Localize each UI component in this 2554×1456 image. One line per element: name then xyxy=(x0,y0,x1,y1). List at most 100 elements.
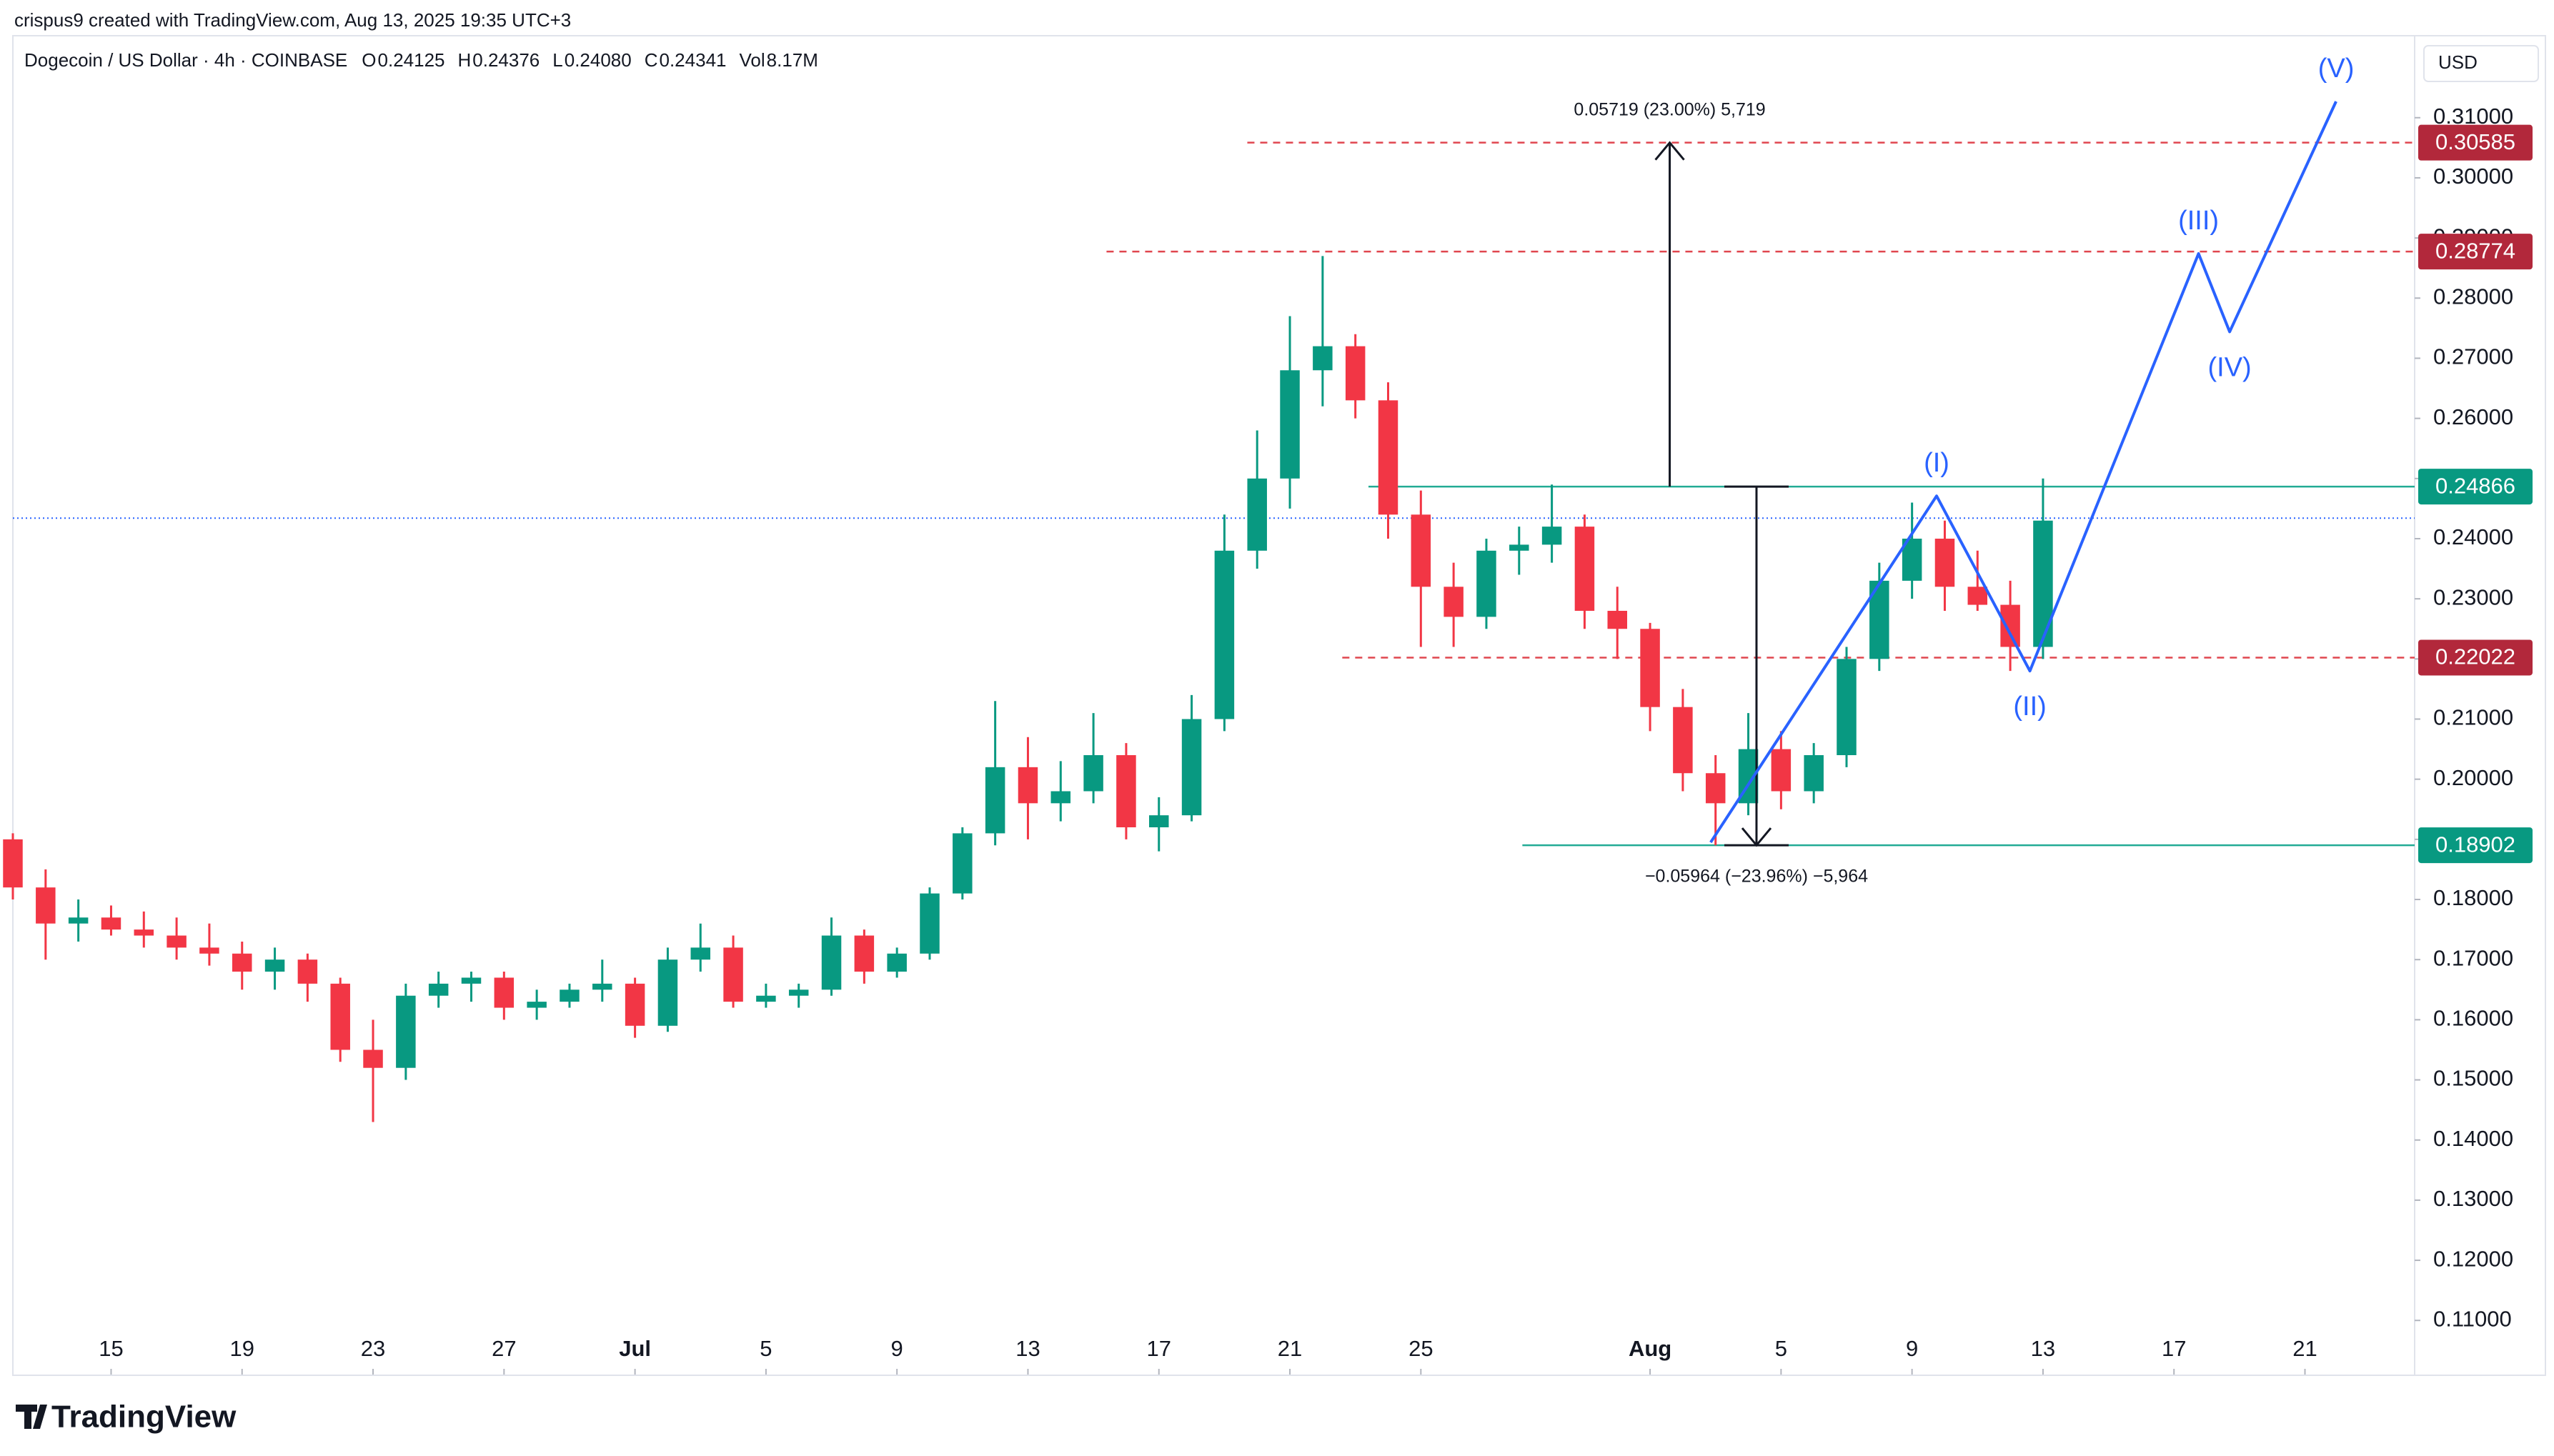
candle-body xyxy=(1967,587,1988,605)
ohlc-key: O xyxy=(362,49,376,71)
ohlc-value: 0.24080 xyxy=(565,49,632,71)
candle-body xyxy=(985,767,1005,834)
candle-body xyxy=(3,839,23,888)
y-tick-label: 0.12000 xyxy=(2433,1246,2513,1271)
y-tick-label: 0.27000 xyxy=(2433,344,2513,369)
candle-body xyxy=(1083,754,1103,792)
x-tick-label: 21 xyxy=(2292,1336,2317,1361)
candle-body xyxy=(330,983,350,1050)
wave-label: (V) xyxy=(2318,54,2355,84)
candle-body xyxy=(1411,514,1431,587)
x-tick-label: 21 xyxy=(1278,1336,1302,1361)
candle-body xyxy=(625,983,645,1026)
y-tick-label: 0.21000 xyxy=(2433,705,2513,730)
candle-body xyxy=(2033,520,2053,647)
currency[interactable]: USD xyxy=(2438,51,2478,73)
x-tick-label: 17 xyxy=(2162,1336,2186,1361)
candle-body xyxy=(1378,400,1398,515)
wave-label: (II) xyxy=(2013,692,2046,722)
y-tick-label: 0.20000 xyxy=(2433,765,2513,790)
candle-body xyxy=(953,833,973,894)
ohlc-value: 0.24376 xyxy=(472,49,540,71)
price-tag-label: 0.30585 xyxy=(2435,129,2515,154)
currency-button[interactable] xyxy=(2423,45,2539,82)
symbol: Dogecoin / US Dollar · 4h · COINBASE xyxy=(24,49,347,71)
x-tick-label: 17 xyxy=(1147,1336,1171,1361)
candle-body xyxy=(232,953,252,972)
price-tag-label: 0.28774 xyxy=(2435,238,2515,263)
candle-body xyxy=(1705,773,1726,804)
x-tick-label: 25 xyxy=(1408,1336,1433,1361)
candle-body xyxy=(1280,370,1300,479)
candle-body xyxy=(854,935,875,972)
candle-body xyxy=(690,947,710,960)
ohlc-value: 0.24125 xyxy=(378,49,445,71)
y-tick-label: 0.23000 xyxy=(2433,584,2513,609)
y-tick-label: 0.16000 xyxy=(2433,1006,2513,1031)
brand-logo: TradingView xyxy=(16,1400,237,1435)
candle-body xyxy=(428,983,449,996)
candle-body xyxy=(723,947,743,1002)
frame xyxy=(12,35,2546,1376)
x-tick-label: 5 xyxy=(1775,1336,1787,1361)
candle-body xyxy=(1607,610,1627,629)
x-tick-label: Aug xyxy=(1629,1336,1671,1361)
candle-body xyxy=(788,989,809,996)
price-tag-label: 0.22022 xyxy=(2435,644,2515,669)
x-tick-label: Jul xyxy=(619,1336,651,1361)
candle-body xyxy=(1149,815,1169,828)
candle-body xyxy=(494,977,515,1008)
candle-body xyxy=(363,1049,383,1068)
candle-body xyxy=(821,935,842,990)
price-tag-label: 0.24866 xyxy=(2435,473,2515,498)
candle-body xyxy=(134,929,154,936)
candle-body xyxy=(1541,527,1562,545)
wave-line xyxy=(1709,101,2337,844)
candle-body xyxy=(2000,604,2020,647)
y-tick-label: 0.15000 xyxy=(2433,1066,2513,1091)
price-tag-label: 0.18902 xyxy=(2435,832,2515,857)
candle-body xyxy=(1345,346,1366,401)
candle-body xyxy=(756,995,776,1002)
candle-body xyxy=(1476,550,1496,617)
arrow-head xyxy=(1654,141,1685,161)
ohlc-key: H xyxy=(458,49,472,71)
candle-body xyxy=(657,959,678,1026)
x-tick-label: 27 xyxy=(492,1336,516,1361)
candle-body xyxy=(297,959,318,984)
y-tick-label: 0.17000 xyxy=(2433,945,2513,970)
candle-body xyxy=(887,953,907,972)
candle-body xyxy=(167,935,187,948)
candle-body xyxy=(1837,659,1857,755)
candle-body xyxy=(101,917,121,930)
wave-label: (IV) xyxy=(2207,352,2251,382)
x-tick-label: 15 xyxy=(99,1336,123,1361)
candle-body xyxy=(1214,550,1235,719)
y-tick-label: 0.30000 xyxy=(2433,164,2513,189)
candle-body xyxy=(560,989,580,1002)
price-tag xyxy=(2418,639,2533,676)
wave-label: (III) xyxy=(2178,206,2219,236)
brand: TradingView xyxy=(51,1400,237,1435)
measure-label: 0.05719 (23.00%) 5,719 xyxy=(1574,99,1765,119)
candle-body xyxy=(1771,749,1792,792)
x-tick-label: 9 xyxy=(1906,1336,1918,1361)
ohlc-key: Vol xyxy=(739,49,765,71)
candle-body xyxy=(1018,767,1038,804)
candle-body xyxy=(1247,478,1267,551)
candle-body xyxy=(920,893,940,954)
y-tick-label: 0.31000 xyxy=(2433,104,2513,129)
candle-body xyxy=(36,887,56,924)
x-tick-label: 9 xyxy=(891,1336,903,1361)
candle-body xyxy=(1444,587,1464,617)
candle-body xyxy=(1640,629,1660,707)
candle-body xyxy=(1673,707,1693,774)
price-tag xyxy=(2418,234,2533,270)
candle-body xyxy=(264,959,285,972)
price-tag xyxy=(2418,124,2533,161)
candle-body xyxy=(527,1002,547,1008)
candle-body xyxy=(1934,538,1955,587)
x-tick-label: 19 xyxy=(230,1336,254,1361)
y-tick-label: 0.26000 xyxy=(2433,404,2513,429)
